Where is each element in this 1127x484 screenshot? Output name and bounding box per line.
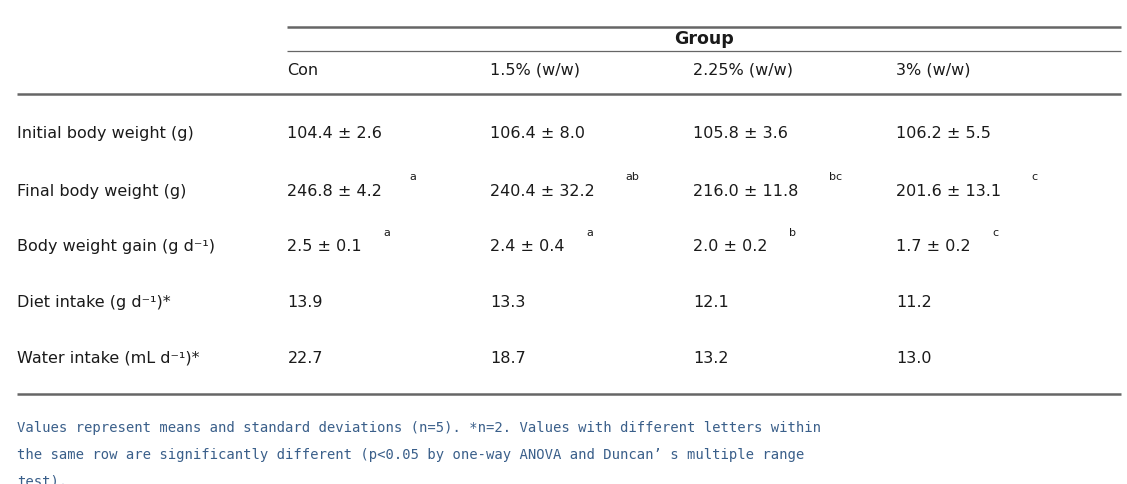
Text: 105.8 ± 3.6: 105.8 ± 3.6 [693,126,788,140]
Text: 216.0 ± 11.8: 216.0 ± 11.8 [693,184,799,198]
Text: 11.2: 11.2 [896,295,932,310]
Text: bc: bc [829,172,842,182]
Text: 13.3: 13.3 [490,295,525,310]
Text: Body weight gain (g d⁻¹): Body weight gain (g d⁻¹) [17,240,215,254]
Text: 22.7: 22.7 [287,351,322,365]
Text: 13.9: 13.9 [287,295,322,310]
Text: 106.4 ± 8.0: 106.4 ± 8.0 [490,126,585,140]
Text: the same row are significantly different (p<0.05 by one-way ANOVA and Duncan’ s : the same row are significantly different… [17,448,805,462]
Text: 1.5% (w/w): 1.5% (w/w) [490,63,580,77]
Text: 3% (w/w): 3% (w/w) [896,63,970,77]
Text: 104.4 ± 2.6: 104.4 ± 2.6 [287,126,382,140]
Text: 201.6 ± 13.1: 201.6 ± 13.1 [896,184,1001,198]
Text: 2.0 ± 0.2: 2.0 ± 0.2 [693,240,767,254]
Text: test).: test). [17,474,68,484]
Text: Values represent means and standard deviations (n=5). *n=2. Values with differen: Values represent means and standard devi… [17,421,820,435]
Text: 18.7: 18.7 [490,351,526,365]
Text: 12.1: 12.1 [693,295,729,310]
Text: 2.25% (w/w): 2.25% (w/w) [693,63,793,77]
Text: 106.2 ± 5.5: 106.2 ± 5.5 [896,126,991,140]
Text: 13.2: 13.2 [693,351,728,365]
Text: 2.5 ± 0.1: 2.5 ± 0.1 [287,240,362,254]
Text: a: a [410,172,417,182]
Text: Water intake (mL d⁻¹)*: Water intake (mL d⁻¹)* [17,351,199,365]
Text: Diet intake (g d⁻¹)*: Diet intake (g d⁻¹)* [17,295,170,310]
Text: Final body weight (g): Final body weight (g) [17,184,186,198]
Text: c: c [1031,172,1038,182]
Text: 246.8 ± 4.2: 246.8 ± 4.2 [287,184,382,198]
Text: ab: ab [625,172,639,182]
Text: b: b [789,228,797,238]
Text: a: a [586,228,593,238]
Text: 13.0: 13.0 [896,351,931,365]
Text: Group: Group [674,30,735,48]
Text: 1.7 ± 0.2: 1.7 ± 0.2 [896,240,970,254]
Text: Con: Con [287,63,319,77]
Text: c: c [992,228,999,238]
Text: 2.4 ± 0.4: 2.4 ± 0.4 [490,240,565,254]
Text: 240.4 ± 32.2: 240.4 ± 32.2 [490,184,595,198]
Text: a: a [383,228,391,238]
Text: Initial body weight (g): Initial body weight (g) [17,126,194,140]
